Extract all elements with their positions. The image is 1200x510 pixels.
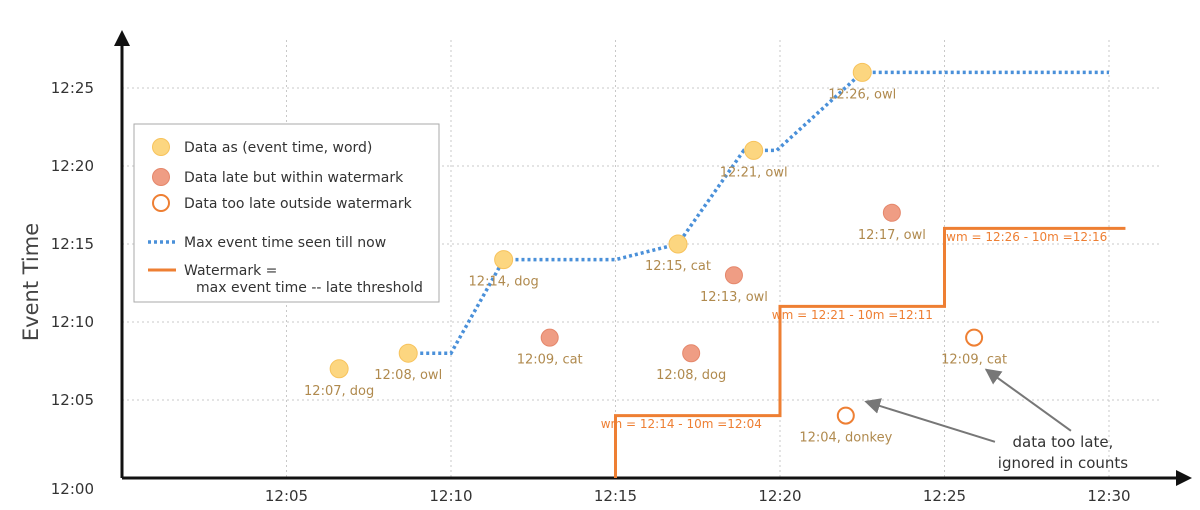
on-time-point [329,359,349,379]
point-label: 12:17, owl [858,228,926,243]
y-tick-label: 12:00 [51,480,94,498]
legend: Data as (event time, word) Data late but … [133,123,440,303]
x-tick-label: 12:30 [1087,487,1130,505]
point-label: 12:08, dog [656,368,726,383]
point-label: 12:21, owl [720,165,788,180]
on-time-point [744,140,764,160]
annotation: data too late, ignored in counts [864,368,1128,472]
point-label: 12:04, donkey [799,431,892,446]
point-label: 12:07, dog [304,384,374,399]
watermark-label: wm = 12:26 - 10m =12:16 [946,230,1107,244]
legend-label: Max event time seen till now [184,235,386,251]
tick-labels: 12:05 12:10 12:15 12:20 12:25 12:30 12:00 12:05… [51,79,1131,505]
point-label: 12:09, cat [941,353,1007,368]
y-tick-label: 12:20 [51,157,94,175]
y-tick-label: 12:10 [51,313,94,331]
legend-late-marker [152,168,170,186]
watermark-step-line [614,226,1126,478]
y-axis-arrowhead [114,30,130,46]
point-label: 12:14, dog [469,275,539,290]
late-point [882,203,901,222]
on-time-point [852,62,872,82]
max-event-line [408,70,1109,355]
legend-label: Data as (event time, word) [184,140,372,156]
axes [114,30,1192,486]
annotation-text: data too late, [1013,433,1114,451]
legend-box [133,123,440,303]
point-label: 12:09, cat [517,353,583,368]
x-tick-label: 12:25 [923,487,966,505]
y-tick-label: 12:15 [51,235,94,253]
x-tick-label: 12:15 [594,487,637,505]
point-label: 12:13, owl [700,290,768,305]
on-time-point [668,234,688,254]
x-tick-label: 12:10 [429,487,472,505]
annotation-arrow [984,368,1072,432]
y-tick-label: 12:25 [51,79,94,97]
too-late-point [965,328,984,347]
x-axis-arrowhead [1176,470,1192,486]
late-point [724,266,743,285]
point-label: 12:08, owl [374,368,442,383]
legend-label: max event time -- late threshold [196,280,423,296]
point-label: 12:15, cat [645,259,711,274]
late-point [682,344,701,363]
on-time-point [398,343,418,363]
x-tick-label: 12:20 [758,487,801,505]
point-label: 12:26, owl [828,87,896,102]
too-late-point [836,406,855,425]
max-event-dotted-line [408,70,1109,355]
legend-label: Watermark = [184,263,277,279]
legend-label: Data too late outside watermark [184,196,413,212]
annotation-text: ignored in counts [998,454,1128,472]
legend-label: Data late but within watermark [184,170,404,186]
y-tick-label: 12:05 [51,391,94,409]
legend-too-late-marker [152,194,170,212]
y-axis-title: Event Time [19,223,43,341]
watermark-label: wm = 12:14 - 10m =12:04 [601,417,762,431]
watermark-line: wm = 12:14 - 10m =12:04 wm = 12:21 - 10m … [601,226,1126,478]
late-point [540,328,559,347]
annotation-arrow [864,398,996,443]
legend-on-time-marker [152,138,170,156]
watermark-label: wm = 12:21 - 10m =12:11 [772,308,933,322]
on-time-point [494,250,514,270]
x-tick-label: 12:05 [265,487,308,505]
